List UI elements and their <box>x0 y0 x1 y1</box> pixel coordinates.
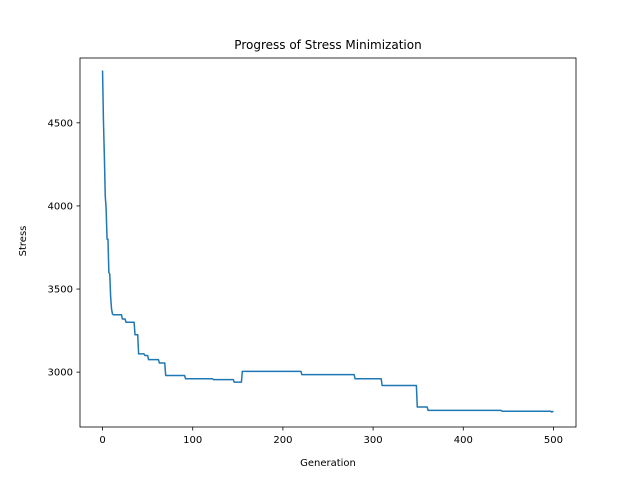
x-tick-label: 400 <box>454 435 473 446</box>
x-tick-label: 200 <box>273 435 292 446</box>
x-axis-label: Generation <box>300 458 356 469</box>
y-axis: 3000 3500 4000 4500 <box>48 118 80 379</box>
x-axis: 0 100 200 300 400 500 <box>99 427 563 446</box>
y-axis-label: Stress <box>18 226 29 257</box>
y-tick-label: 3500 <box>48 285 73 296</box>
plot-area <box>79 57 577 428</box>
y-tick-label: 4500 <box>48 118 73 129</box>
y-tick-label: 4000 <box>48 201 73 212</box>
x-tick-label: 300 <box>364 435 383 446</box>
x-tick-label: 500 <box>544 435 563 446</box>
series-line-1 <box>101 70 554 413</box>
x-tick-label: 100 <box>183 435 202 446</box>
plot-frame <box>79 57 577 428</box>
y-tick-label: 3000 <box>48 368 73 379</box>
chart-title: Progress of Stress Minimization <box>234 38 421 52</box>
x-tick-label: 0 <box>99 435 105 446</box>
